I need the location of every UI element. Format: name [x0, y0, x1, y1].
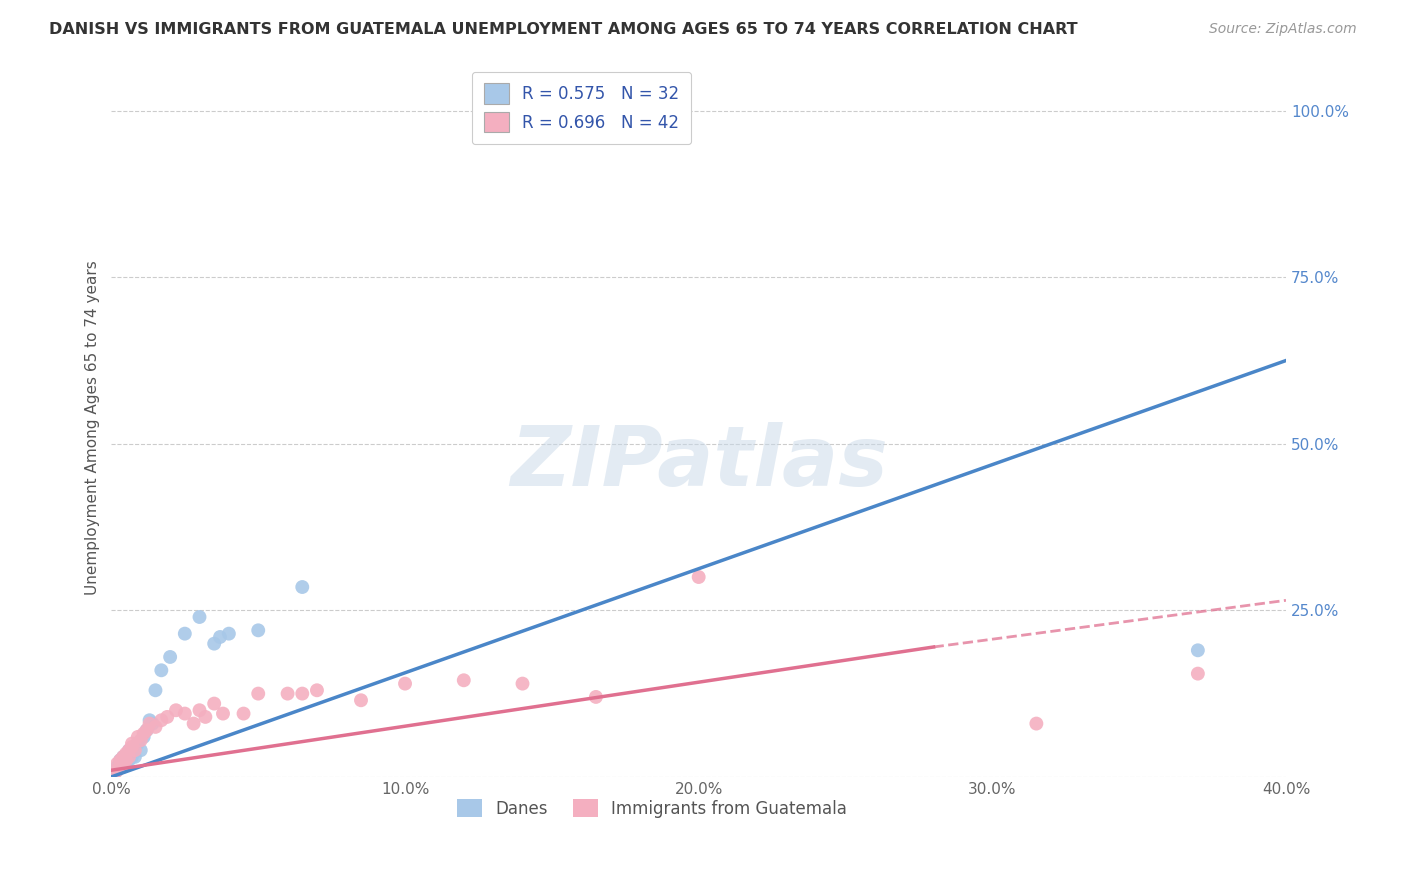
Point [129, 733, 152, 747]
Point [115, 750, 138, 764]
Point [138, 713, 160, 727]
Point [145, 683, 167, 698]
Point [110, 753, 132, 767]
Point [173, 706, 195, 721]
Point [1025, 716, 1047, 731]
Point [112, 760, 135, 774]
Point [129, 743, 152, 757]
Point [305, 683, 328, 698]
Point [132, 730, 155, 744]
Y-axis label: Unemployment Among Ages 65 to 74 years: Unemployment Among Ages 65 to 74 years [86, 260, 100, 595]
Point [118, 753, 141, 767]
Point [688, 570, 710, 584]
Text: Source: ZipAtlas.com: Source: ZipAtlas.com [1209, 22, 1357, 37]
Legend: Danes, Immigrants from Guatemala: Danes, Immigrants from Guatemala [450, 792, 853, 824]
Point [110, 756, 132, 771]
Text: DANISH VS IMMIGRANTS FROM GUATEMALA UNEMPLOYMENT AMONG AGES 65 TO 74 YEARS CORRE: DANISH VS IMMIGRANTS FROM GUATEMALA UNEM… [49, 22, 1078, 37]
Point [112, 756, 135, 771]
Point [218, 626, 240, 640]
Point [209, 630, 232, 644]
Point [165, 703, 187, 717]
Point [183, 716, 205, 731]
Point [141, 716, 163, 731]
Point [103, 766, 125, 780]
Point [291, 580, 314, 594]
Point [121, 737, 143, 751]
Point [115, 753, 138, 767]
Point [115, 756, 138, 771]
Point [105, 760, 128, 774]
Point [482, 103, 505, 118]
Point [291, 687, 314, 701]
Point [156, 710, 179, 724]
Point [173, 626, 195, 640]
Point [110, 760, 132, 774]
Point [124, 750, 146, 764]
Point [127, 730, 149, 744]
Point [188, 703, 211, 717]
Point [121, 739, 143, 754]
Point [350, 693, 373, 707]
Point [453, 673, 475, 688]
Point [103, 766, 125, 780]
Point [121, 750, 143, 764]
Point [1187, 643, 1209, 657]
Point [132, 726, 155, 740]
Point [145, 720, 167, 734]
Point [110, 753, 132, 767]
Point [127, 737, 149, 751]
Point [121, 743, 143, 757]
Point [188, 610, 211, 624]
Point [212, 706, 235, 721]
Point [135, 723, 157, 738]
Point [105, 756, 128, 771]
Point [1187, 666, 1209, 681]
Point [105, 763, 128, 777]
Point [202, 637, 225, 651]
Point [394, 676, 416, 690]
Point [277, 687, 299, 701]
Text: ZIPatlas: ZIPatlas [510, 422, 887, 502]
Point [112, 750, 135, 764]
Point [232, 706, 254, 721]
Point [124, 743, 146, 757]
Point [585, 690, 607, 704]
Point [150, 663, 173, 677]
Point [112, 750, 135, 764]
Point [247, 624, 270, 638]
Point [150, 713, 173, 727]
Point [118, 750, 141, 764]
Point [118, 743, 141, 757]
Point [118, 743, 141, 757]
Point [135, 723, 157, 738]
Point [247, 687, 270, 701]
Point [159, 650, 181, 665]
Point [138, 716, 160, 731]
Point [194, 710, 217, 724]
Point [512, 676, 534, 690]
Point [202, 697, 225, 711]
Point [105, 763, 128, 777]
Point [115, 747, 138, 761]
